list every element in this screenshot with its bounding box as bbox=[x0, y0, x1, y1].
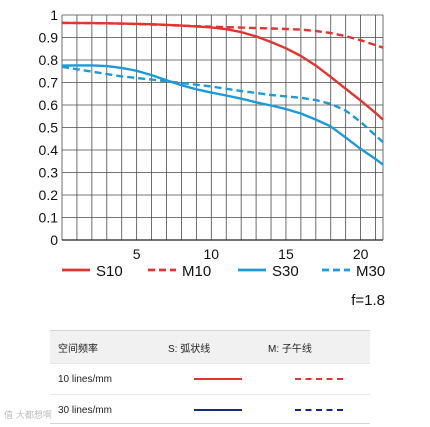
series-line-m30 bbox=[61, 65, 384, 143]
header-sagittal: S: 弧状线 bbox=[168, 343, 211, 355]
y-tick-label: 0.4 bbox=[39, 142, 59, 158]
chart-grid bbox=[61, 14, 384, 241]
chart-axis-labels: 00.10.20.30.40.50.60.70.80.915 10 15 20 bbox=[39, 7, 369, 262]
series-line-s30 bbox=[61, 64, 384, 166]
x-tick-label: 15 bbox=[278, 246, 294, 262]
y-tick-label: 0.2 bbox=[39, 187, 59, 203]
y-tick-label: 0.3 bbox=[39, 165, 59, 181]
x-tick-label: 20 bbox=[353, 246, 369, 262]
meridional-line-swatch bbox=[295, 409, 343, 411]
x-tick-label: 10 bbox=[204, 246, 220, 262]
row-frequency: 10 lines/mm bbox=[58, 373, 112, 385]
y-tick-label: 0.9 bbox=[39, 30, 59, 46]
y-tick-label: 0.7 bbox=[39, 75, 59, 91]
legend-label-m10: M10 bbox=[182, 263, 211, 280]
legend-label-s10: S10 bbox=[96, 263, 123, 280]
legend-table: 空间频率 S: 弧状线 M: 子午线 10 lines/mm 30 lines/… bbox=[50, 330, 370, 424]
legend-table-header: 空间频率 S: 弧状线 M: 子午线 bbox=[50, 331, 370, 363]
y-tick-label: 1 bbox=[50, 7, 58, 23]
header-meridional: M: 子午线 bbox=[268, 343, 312, 355]
mtf-chart: 00.10.20.30.40.50.60.70.80.915 10 15 20 S10… bbox=[39, 7, 386, 309]
x-tick-label: 5 bbox=[133, 246, 141, 262]
series-line-m10 bbox=[61, 21, 384, 49]
sagittal-line-swatch bbox=[194, 409, 242, 411]
aperture-annotation: f=1.8 bbox=[351, 292, 385, 309]
y-tick-label: 0.5 bbox=[39, 120, 59, 136]
legend-label-m30: M30 bbox=[356, 263, 385, 280]
sagittal-line-swatch bbox=[194, 378, 242, 380]
chart-series bbox=[61, 21, 384, 166]
y-tick-label: 0.6 bbox=[39, 97, 59, 113]
meridional-line-swatch bbox=[295, 378, 343, 380]
chart-legend: S10 M10 S30 M30 bbox=[62, 263, 385, 280]
legend-label-s30: S30 bbox=[272, 263, 299, 280]
y-tick-label: 0.1 bbox=[39, 210, 59, 226]
y-tick-label: 0.8 bbox=[39, 52, 59, 68]
y-tick-label: 0 bbox=[50, 232, 58, 248]
table-row: 10 lines/mm bbox=[50, 363, 370, 394]
row-frequency: 30 lines/mm bbox=[58, 404, 112, 416]
table-row: 30 lines/mm bbox=[50, 394, 370, 425]
watermark: 值 大都想啊 bbox=[4, 411, 52, 421]
header-frequency: 空间频率 bbox=[58, 343, 98, 355]
series-line-s10 bbox=[61, 21, 384, 121]
